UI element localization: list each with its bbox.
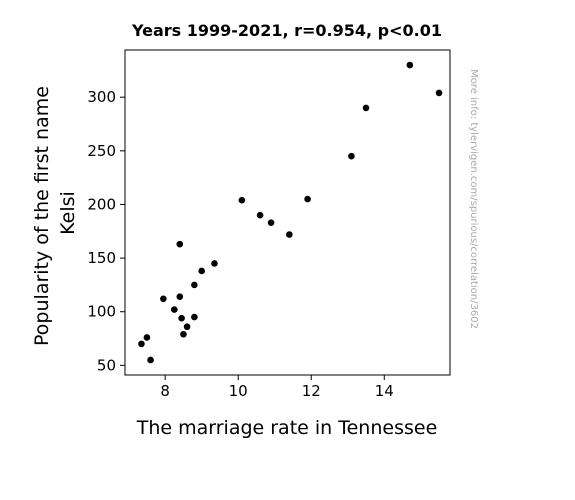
data-point: [435, 89, 443, 97]
data-point: [256, 211, 264, 219]
data-point: [191, 281, 198, 289]
y-tick-label: 100: [87, 303, 116, 321]
x-tick-label: 10: [229, 382, 248, 400]
y-tick-label: 300: [87, 88, 116, 106]
y-tick-label: 50: [97, 356, 116, 374]
data-point: [176, 293, 184, 300]
data-point: [406, 61, 414, 69]
data-point: [178, 314, 185, 322]
data-point: [160, 295, 167, 303]
x-tick-label: 8: [160, 382, 170, 400]
chart-title: Years 1999-2021, r=0.954, p<0.01: [131, 21, 442, 40]
data-point: [176, 240, 184, 248]
watermark-text: More info: tylervigen.com/spurious/corre…: [468, 69, 479, 329]
plot-area: [124, 49, 451, 376]
data-point: [191, 313, 198, 321]
data-point: [183, 323, 191, 331]
y-tick-label: 150: [87, 249, 116, 267]
x-tick-label: 14: [375, 382, 394, 400]
data-point: [147, 356, 154, 364]
y-tick-label: 200: [87, 195, 116, 213]
y-tick-label: 250: [87, 142, 116, 160]
data-point: [198, 267, 205, 275]
x-tick-label: 12: [302, 382, 321, 400]
data-point: [267, 219, 275, 226]
data-point: [348, 152, 355, 160]
data-point: [211, 260, 218, 267]
data-point: [286, 231, 293, 238]
y-axis-label: Popularity of the first name Kelsi: [31, 80, 79, 346]
x-axis: 8 10 12 14: [160, 375, 394, 400]
y-axis-label-line-2: Kelsi: [57, 191, 79, 235]
data-point: [138, 340, 145, 348]
data-point: [170, 306, 178, 313]
y-axis: 50 100 150 200 250 300: [87, 88, 125, 374]
y-axis-label-line-1: Popularity of the first name: [31, 86, 53, 346]
data-point: [304, 195, 311, 203]
x-axis-label: The marriage rate in Tennessee: [136, 417, 438, 439]
data-point: [362, 104, 370, 112]
data-point: [238, 196, 246, 204]
data-point: [143, 334, 151, 341]
data-points: [138, 61, 443, 364]
data-point: [180, 330, 187, 338]
